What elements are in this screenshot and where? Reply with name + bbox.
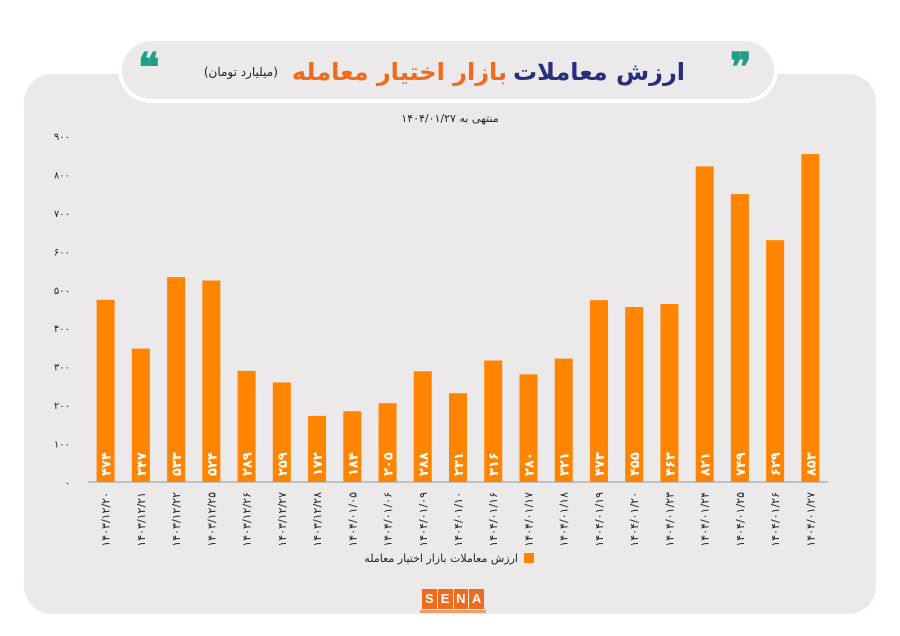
y-tick-label: ۱۰۰ xyxy=(54,440,70,451)
bar xyxy=(202,280,221,482)
y-tick-label: ۲۰۰ xyxy=(54,401,70,412)
bar xyxy=(308,415,327,482)
bar-value-label: ۴۷۴ xyxy=(100,452,115,476)
logo-letter: E xyxy=(437,589,453,609)
bar xyxy=(730,194,749,482)
bar-value-label: ۲۸۹ xyxy=(241,452,256,476)
x-tick-label: ۱۴۰۴/۰۱/۱۰ xyxy=(452,492,465,547)
x-tick-label: ۱۴۰۴/۰۱/۲۳ xyxy=(663,492,676,547)
title-unit: (میلیارد تومان) xyxy=(203,65,278,79)
bar-value-label: ۲۰۵ xyxy=(382,452,397,476)
x-tick-label: ۱۴۰۳/۱۲/۲۵ xyxy=(205,492,218,547)
title-main: ارزش معاملات xyxy=(513,58,685,86)
bar-value-label: ۱۸۴ xyxy=(346,452,361,476)
bar-value-label: ۳۱۶ xyxy=(487,452,502,476)
bar-value-label: ۵۳۳ xyxy=(170,452,185,476)
y-tick-label: ۸۰۰ xyxy=(54,170,70,181)
bar-value-label: ۷۴۹ xyxy=(734,452,749,476)
chart-subtitle: منتهی به ۱۴۰۴/۰۱/۲۷ xyxy=(401,112,499,125)
bar-value-label: ۲۵۹ xyxy=(276,452,291,476)
logo-underline xyxy=(420,610,486,613)
y-tick-label: ۷۰۰ xyxy=(54,209,70,220)
bar xyxy=(519,374,538,482)
bar xyxy=(660,304,679,482)
bar xyxy=(625,307,644,482)
bar-value-label: ۶۲۹ xyxy=(769,452,784,476)
bar xyxy=(167,277,186,482)
bar xyxy=(766,240,785,482)
x-tick-label: ۱۴۰۴/۰۱/۰۹ xyxy=(417,492,430,547)
y-tick-label: ۹۰۰ xyxy=(54,132,70,143)
bar-value-label: ۸۵۳ xyxy=(804,452,819,476)
x-tick-label: ۱۴۰۳/۱۲/۲۸ xyxy=(311,492,324,547)
bar xyxy=(378,403,397,482)
x-tick-label: ۱۴۰۳/۱۲/۲۶ xyxy=(241,492,254,547)
bar-value-label: ۲۸۰ xyxy=(522,452,537,476)
logo-letter: A xyxy=(469,589,484,609)
title-banner xyxy=(122,41,774,99)
x-tick-label: ۱۴۰۳/۱۲/۲۲ xyxy=(170,492,183,547)
x-tick-label: ۱۴۰۴/۰۱/۲۴ xyxy=(699,492,712,547)
bar-value-label: ۳۲۱ xyxy=(558,452,573,476)
logo-letter: N xyxy=(453,589,469,609)
quote-close-icon: ❞ xyxy=(730,44,752,91)
bar-value-label: ۴۷۳ xyxy=(593,452,608,476)
bar xyxy=(272,382,291,482)
bar xyxy=(343,411,362,482)
bar xyxy=(131,348,150,482)
bar xyxy=(413,371,432,482)
bar xyxy=(484,360,503,482)
bar-value-label: ۲۸۸ xyxy=(417,452,432,476)
page-title: ارزش معاملات بازار اختیار معامله (میلیار… xyxy=(203,52,685,92)
x-tick-label: ۱۴۰۴/۰۱/۱۷ xyxy=(522,492,535,547)
y-tick-label: ۵۰۰ xyxy=(54,286,70,297)
bar-value-label: ۵۲۴ xyxy=(205,452,220,476)
x-tick-label: ۱۴۰۴/۰۱/۲۷ xyxy=(804,492,817,547)
x-tick-label: ۱۴۰۴/۰۱/۱۹ xyxy=(593,492,606,547)
bar-value-label: ۱۷۲ xyxy=(311,452,326,476)
bar-value-label: ۴۵۵ xyxy=(628,452,643,476)
bar xyxy=(554,358,573,482)
bar-value-label: ۳۴۷ xyxy=(135,452,150,476)
bar xyxy=(449,393,467,482)
x-tick-label: ۱۴۰۴/۰۱/۰۶ xyxy=(382,492,395,547)
x-tick-label: ۱۴۰۴/۰۱/۲۶ xyxy=(769,492,782,547)
x-tick-label: ۱۴۰۴/۰۱/۱۶ xyxy=(487,492,500,547)
bar xyxy=(801,154,820,482)
logo-letter: S xyxy=(422,589,437,609)
bar xyxy=(237,370,256,482)
bar-value-label: ۴۶۳ xyxy=(663,452,678,476)
title-accent: بازار اختیار معامله xyxy=(291,58,508,86)
legend-label: ارزش معاملات بازار اختیار معامله xyxy=(364,552,518,565)
quote-open-icon: ❝ xyxy=(138,44,160,91)
bar xyxy=(695,166,714,483)
bar xyxy=(96,299,115,482)
y-tick-label: ۶۰۰ xyxy=(54,247,70,258)
bar-value-label: ۸۲۱ xyxy=(699,452,714,476)
y-tick-label: ۴۰۰ xyxy=(54,324,70,335)
bar-value-label: ۲۳۱ xyxy=(452,452,467,476)
x-tick-label: ۱۴۰۴/۰۱/۱۸ xyxy=(558,492,571,547)
y-tick-label: ۰ xyxy=(65,478,70,489)
bar xyxy=(589,300,608,482)
x-tick-label: ۱۴۰۳/۱۲/۲۱ xyxy=(135,492,148,547)
x-tick-label: ۱۴۰۴/۰۱/۲۵ xyxy=(734,492,747,547)
x-tick-label: ۱۴۰۴/۰۱/۰۵ xyxy=(346,492,359,547)
x-tick-label: ۱۴۰۳/۱۲/۲۷ xyxy=(276,492,289,547)
x-tick-label: ۱۴۰۴/۰۱/۲۰ xyxy=(628,492,641,547)
legend-swatch xyxy=(524,553,534,563)
y-tick-label: ۳۰۰ xyxy=(54,363,70,374)
x-tick-label: ۱۴۰۳/۱۲/۲۰ xyxy=(100,492,113,547)
